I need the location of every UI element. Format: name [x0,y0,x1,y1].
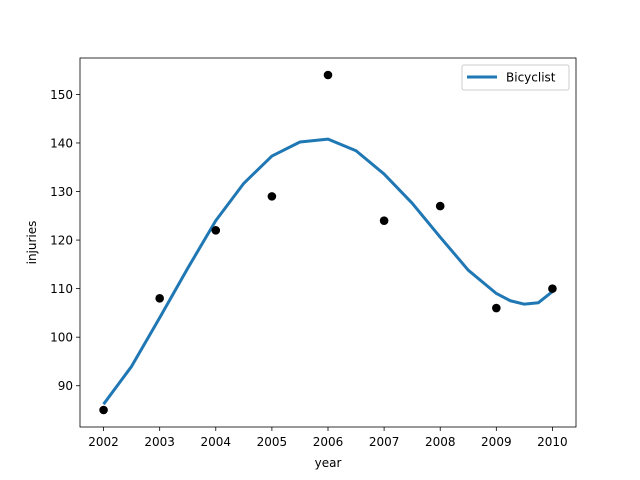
x-tick-label: 2002 [88,435,119,449]
y-tick-label: 100 [50,331,73,345]
data-point [267,192,277,201]
x-tick-label: 2005 [257,435,288,449]
x-tick-label: 2003 [144,435,175,449]
legend-box [461,64,570,91]
legend: Bicyclist [461,64,570,91]
data-point [99,405,108,415]
data-point [492,303,501,313]
x-tick-label: 2008 [425,435,456,449]
y-tick-label: 140 [50,136,73,150]
x-tick-label: 2010 [537,435,568,449]
data-point [435,201,445,211]
x-tick-label: 2007 [369,435,400,449]
series-line-bicyclist [102,137,554,406]
data-point [155,294,164,303]
x-tick-label: 2006 [313,435,344,449]
y-axis-label: injuries [25,221,39,265]
y-axis: 90 100 110 120 130 140 150 [50,88,80,393]
data-point [548,284,557,293]
y-tick-label: 150 [50,88,73,102]
x-axis: 2002 2003 2004 2005 2006 2007 2008 2009 2010 [88,427,568,449]
y-tick-label: 110 [50,282,73,296]
x-axis-label: year [315,456,342,470]
plot-area [99,70,557,415]
legend-label-bicyclist: Bicyclist [506,71,556,85]
data-point [379,216,389,225]
y-tick-label: 90 [58,379,73,393]
data-point [211,226,221,235]
x-tick-label: 2004 [201,435,232,449]
data-point [323,70,333,80]
y-tick-label: 120 [50,234,73,248]
x-tick-label: 2009 [481,435,512,449]
y-tick-label: 130 [50,185,73,199]
